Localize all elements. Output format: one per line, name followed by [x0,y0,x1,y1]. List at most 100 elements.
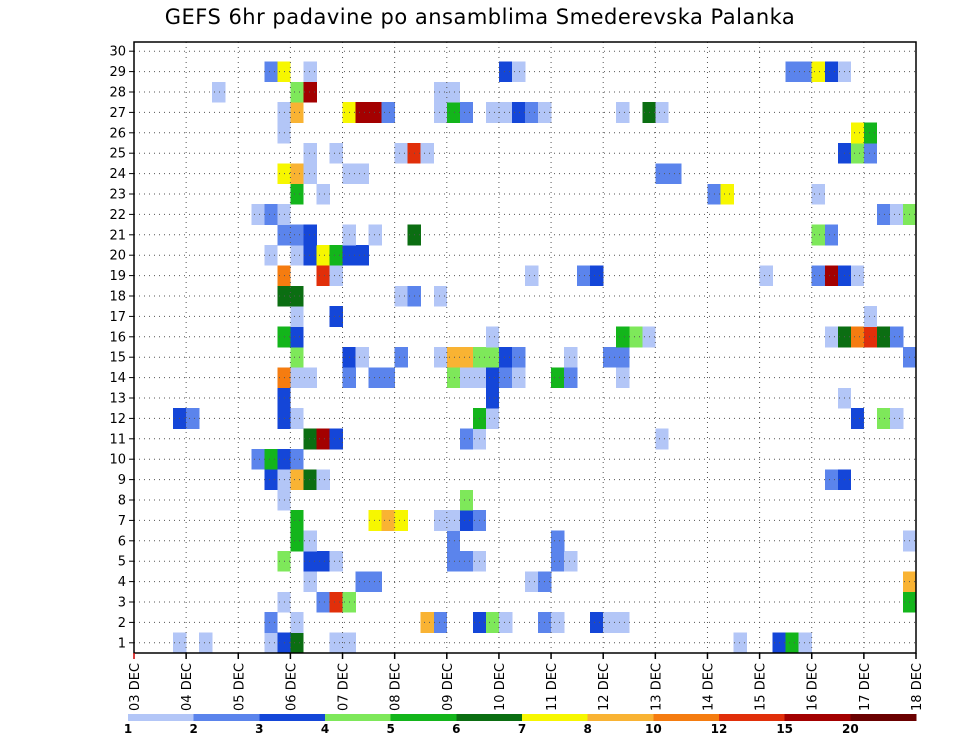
data-cell [212,81,226,103]
y-tick-label: 21 [109,228,126,243]
data-cell [329,245,343,266]
data-cell [863,143,878,164]
data-cell [368,367,382,389]
data-cell [290,102,304,123]
data-cell [525,265,539,287]
y-tick-label: 4 [118,575,126,590]
data-cell [329,428,343,450]
colorbar-segment [850,714,917,721]
y-tick-label: 22 [109,208,126,223]
data-cell [863,306,878,327]
data-cell [186,408,200,429]
data-cell [394,143,408,164]
colorbar-segment [587,714,654,721]
data-cell [290,81,304,103]
data-cell [433,81,448,103]
colorbar-label: 5 [386,722,394,736]
data-cell [889,408,904,429]
data-cell [290,469,304,491]
data-cell [551,612,565,633]
colorbar-segment [259,714,326,721]
colorbar-label: 8 [583,722,591,736]
data-cell [355,245,369,266]
colorbar-label: 7 [518,722,526,736]
data-cell [511,367,526,389]
y-axis: 1234567891011121314151617181920212223242… [109,45,134,651]
data-cell [889,326,904,348]
data-cell [459,551,474,572]
colorbar-segment [522,714,588,721]
data-cell [525,102,539,123]
data-cell [368,102,382,123]
data-cell [551,551,565,572]
data-cell [316,551,330,572]
data-cell [290,347,304,368]
data-cell [290,326,304,348]
data-cell [863,326,878,348]
x-tick-label: 06 DEC [284,663,299,711]
data-cell [733,632,747,654]
data-cell [811,61,826,83]
y-tick-label: 7 [118,514,126,529]
data-cell [329,306,343,327]
data-cell [368,224,382,246]
x-axis: 03 DEC 04 DEC 05 DEC 06 DEC 07 DEC 08 DEC 09 D… [128,653,925,711]
y-tick-label: 24 [109,167,126,182]
data-cell [316,265,330,287]
data-cell [251,204,265,225]
data-cell [264,61,278,83]
data-cell [811,224,826,246]
y-tick-label: 1 [118,636,126,651]
data-cell [316,183,330,205]
data-cell [551,367,565,389]
data-cell [303,571,317,593]
data-cell [655,428,669,450]
data-cell [355,102,369,123]
data-cell [264,245,278,266]
data-cell [590,612,604,633]
x-tick-label: 16 DEC [806,663,821,711]
data-cell [355,347,369,368]
data-cell [303,530,317,552]
data-cell [264,469,278,491]
data-cell [485,387,500,409]
data-cell [290,163,304,185]
data-cell [564,347,578,368]
data-cell [290,183,304,205]
colorbar-segment [653,714,720,721]
y-tick-label: 27 [109,106,126,121]
colorbar-segment [456,714,523,721]
data-cell [290,306,304,327]
y-tick-label: 12 [109,412,126,427]
x-tick-label: 07 DEC [337,663,352,711]
data-cell [264,204,278,225]
data-cell [329,265,343,287]
data-cell [433,102,448,123]
data-cell [798,61,813,83]
x-tick-label: 13 DEC [649,663,664,711]
chart-title: GEFS 6hr padavine po ansamblima Smederev… [164,5,796,29]
y-tick-label: 5 [118,555,126,570]
data-cell [290,530,304,552]
colorbar-segment [784,714,851,721]
data-cell [433,285,448,307]
data-cell [459,347,474,368]
data-cell [381,102,395,123]
data-cell [850,326,865,348]
colorbar: 1 2 3 4 5 6 7 8 10 12 15 20 [124,714,917,736]
data-cell [303,245,317,266]
data-cell [824,265,839,287]
data-cell [655,163,669,185]
data-cell [511,61,526,83]
x-tick-label: 15 DEC [754,663,769,711]
y-tick-label: 8 [118,494,126,509]
data-cell [394,510,408,531]
data-cell [863,122,878,144]
y-tick-label: 29 [109,65,126,80]
plot-frame [133,41,917,654]
data-cell [251,449,265,470]
data-cell [394,285,408,307]
data-cell [577,265,591,287]
data-cell [498,347,513,368]
